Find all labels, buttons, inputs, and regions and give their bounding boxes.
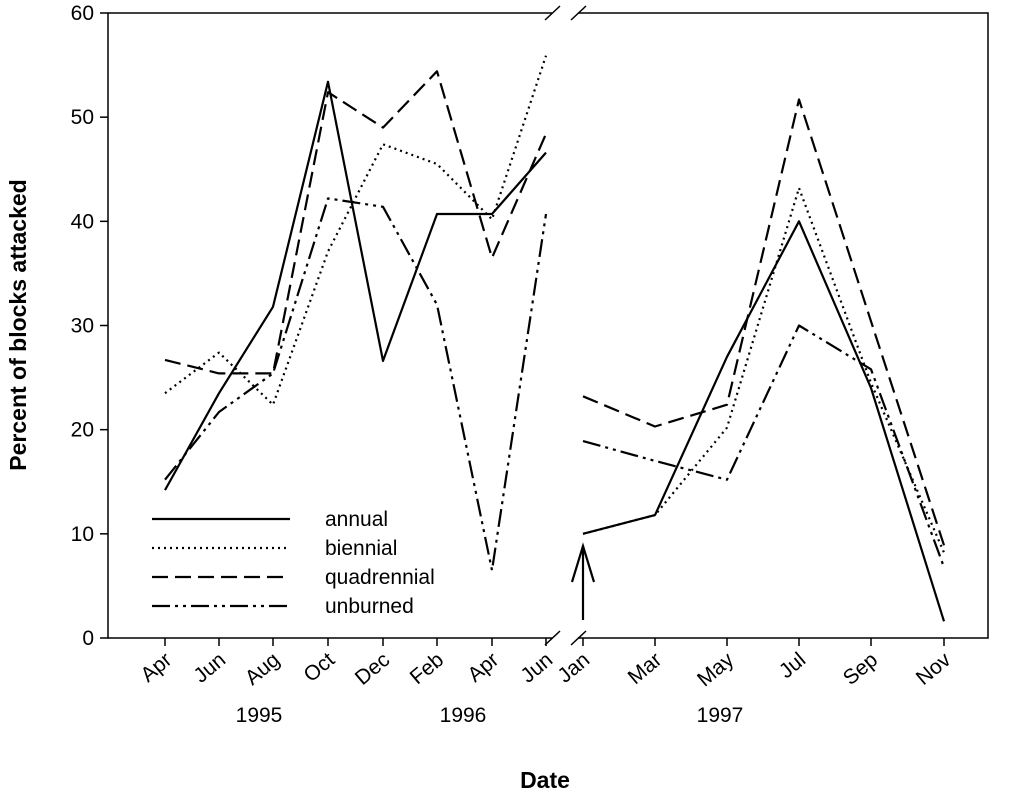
axis-break-mask-top	[552, 8, 578, 18]
series-line-unburned-panel-1	[164, 197, 548, 572]
y-tick-label-60: 60	[71, 2, 94, 25]
axis-break-mark-top-left	[544, 5, 561, 21]
x-tick-label-may: May	[693, 648, 739, 691]
plot-frame	[107, 12, 989, 639]
axis-break-mark-top-right	[570, 5, 587, 21]
x-tick-label-nov: Nov	[912, 648, 956, 690]
series-line-annual-panel-1	[164, 80, 547, 491]
x-tick-label-sep: Sep	[839, 648, 882, 690]
series-lines	[164, 55, 946, 622]
x-tick-label-apr: Apr	[136, 648, 176, 687]
y-tick-label-30: 30	[71, 315, 94, 338]
x-tick-label-dec: Dec	[351, 648, 394, 690]
x-tick-label-jul: Jul	[775, 648, 810, 683]
y-axis: 0 10 20 30 40 50 60	[71, 2, 108, 650]
x-axis-title: Date	[520, 767, 570, 793]
legend-label-quadrennial: quadrennial	[325, 566, 435, 589]
year-label-1997: 1997	[697, 704, 744, 727]
y-tick-label-10: 10	[71, 523, 94, 546]
arrow-up-icon	[570, 542, 596, 620]
y-tick-label-20: 20	[71, 419, 94, 442]
x-tick-label-jun: Jun	[189, 648, 230, 687]
series-line-quadrennial-panel-1	[164, 70, 548, 375]
series-line-unburned-panel-2	[582, 324, 946, 568]
legend-label-biennial: biennial	[325, 537, 397, 560]
x-tick-label-jun: Jun	[516, 648, 557, 687]
axis-break-mark-bottom-left	[544, 630, 561, 646]
x-tick-label-oct: Oct	[299, 648, 339, 687]
x-tick-label-aug: Aug	[241, 648, 284, 690]
x-tick-label-apr: Apr	[463, 648, 503, 687]
legend: annual biennial quadrennial unburned	[152, 508, 435, 618]
year-label-1995: 1995	[236, 704, 283, 727]
legend-label-annual: annual	[325, 508, 388, 531]
y-axis-title: Percent of blocks attacked	[5, 179, 31, 470]
series-line-quadrennial-panel-2	[582, 98, 946, 546]
axis-break-mark-bottom-right	[570, 630, 587, 646]
series-line-biennial-panel-1	[164, 55, 548, 406]
axis-break-mask-bottom	[552, 633, 578, 643]
series-line-annual-panel-2	[582, 220, 946, 622]
year-label-1996: 1996	[440, 704, 487, 727]
y-tick-label-0: 0	[82, 627, 94, 650]
x-tick-label-feb: Feb	[406, 648, 449, 689]
y-tick-label-50: 50	[71, 106, 94, 129]
x-tick-label-mar: Mar	[624, 648, 666, 689]
legend-label-unburned: unburned	[325, 595, 414, 618]
x-tick-label-jan: Jan	[553, 648, 594, 687]
series-line-biennial-panel-2	[582, 186, 946, 554]
y-tick-label-40: 40	[71, 210, 94, 233]
